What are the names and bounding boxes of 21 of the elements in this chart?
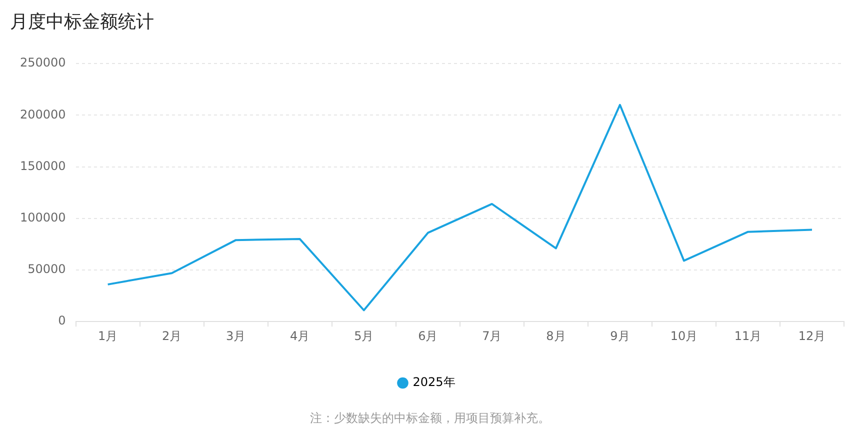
x-tick-label: 9月: [610, 328, 630, 343]
x-tick-label: 2月: [162, 328, 182, 343]
x-tick-label: 8月: [546, 328, 566, 343]
x-tick-label: 7月: [482, 328, 502, 343]
chart-title: 月度中标金额统计: [10, 11, 154, 32]
x-tick-label: 3月: [226, 328, 246, 343]
y-tick-label: 100000: [20, 210, 66, 225]
y-tick-label: 50000: [28, 262, 66, 276]
x-tick-label: 4月: [290, 328, 310, 343]
legend-label: 2025年: [412, 375, 456, 390]
y-tick-label: 250000: [20, 56, 66, 70]
x-tick-label: 10月: [670, 328, 698, 343]
x-tick-label: 5月: [354, 328, 374, 343]
y-tick-label: 200000: [20, 107, 66, 122]
x-tick-label: 1月: [98, 328, 118, 343]
y-tick-label: 0: [58, 314, 66, 328]
text: 注：少数缺失的中标金额，用项目预算补充。: [310, 411, 550, 426]
x-tick-label: 11月: [734, 328, 762, 343]
x-tick-label: 12月: [798, 328, 826, 343]
y-tick-label: 150000: [20, 158, 66, 173]
x-tick-label: 6月: [418, 328, 438, 343]
